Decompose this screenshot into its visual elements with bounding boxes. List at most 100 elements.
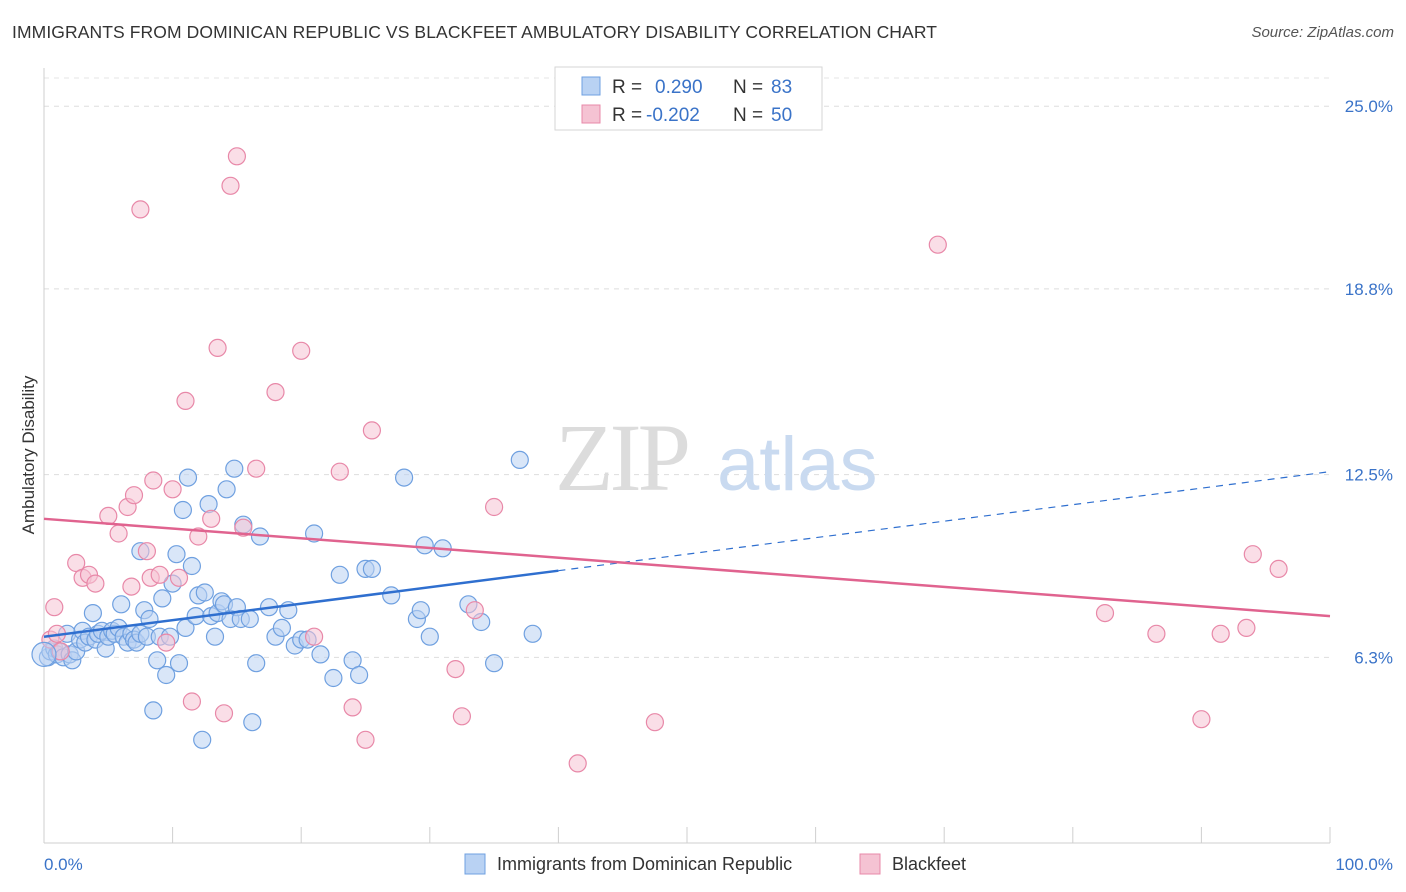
point-blackfeet [465,601,484,620]
y-tick-label: 6.3% [1354,648,1393,667]
y-tick-label: 18.8% [1345,280,1393,299]
point-blackfeet [292,341,311,360]
point-dominican-republic [148,651,167,670]
point-blackfeet [109,524,128,543]
point-dominican-republic [144,701,163,720]
point-blackfeet [645,713,665,732]
point-dominican-republic [195,583,214,602]
legend-n-value-1: 83 [771,77,792,98]
point-blackfeet [305,627,324,646]
legend-r-label-2: R = [612,105,642,126]
point-dominican-republic [243,713,262,732]
legend-r-value-2: -0.202 [646,105,700,126]
point-dominican-republic [153,589,172,608]
point-dominican-republic [178,468,198,487]
watermark-zip: ZIP [555,404,688,511]
point-dominican-republic [199,495,218,514]
point-dominican-republic [205,627,225,646]
point-blackfeet [1237,618,1256,638]
point-dominican-republic [411,601,430,620]
point-blackfeet [1211,624,1230,643]
point-blackfeet [247,459,266,478]
y-tick-label: 12.5% [1345,466,1393,485]
series-legend-label-1: Immigrants from Dominican Republic [497,854,792,874]
point-blackfeet [452,707,471,726]
legend-r-label-1: R = [612,77,642,98]
point-dominican-republic [311,645,330,664]
point-dominican-republic [167,545,186,564]
point-dominican-republic [485,654,504,673]
trend-line-dominican-republic [43,569,559,638]
point-blackfeet [189,527,208,546]
point-blackfeet [446,659,465,679]
point-blackfeet [928,235,947,254]
point-blackfeet [1269,559,1288,579]
point-blackfeet [86,574,105,593]
point-blackfeet [356,730,375,749]
point-dominican-republic [169,654,189,673]
point-dominican-republic [217,480,236,499]
point-dominican-republic [31,641,57,667]
point-dominican-republic [324,668,343,688]
point-dominican-republic [225,459,244,478]
point-blackfeet [163,480,182,499]
series-legend-swatch-1 [464,853,486,875]
point-dominican-republic [523,624,542,643]
point-blackfeet [157,633,176,652]
y-axis-title: Ambulatory Disability [19,375,38,534]
point-dominican-republic [510,450,529,469]
point-blackfeet [122,577,141,596]
chart-title: IMMIGRANTS FROM DOMINICAN REPUBLIC VS BL… [12,22,938,42]
trend-line-blackfeet [43,517,1331,618]
point-blackfeet [150,565,169,584]
point-blackfeet [1147,624,1166,643]
legend-swatch-blue [581,76,601,96]
scatter-points [31,147,1288,773]
point-blackfeet [227,147,246,166]
axes: 6.3% 12.5% 18.8% 25.0% 0.0% 100.0% [43,68,1393,874]
point-blackfeet [1095,603,1115,623]
point-dominican-republic [395,468,414,487]
point-blackfeet [202,509,221,528]
point-dominican-republic [272,618,291,638]
correlation-legend: R = 0.290 N = 83 R = -0.202 N = 50 [554,66,823,131]
watermark-atlas: atlas [717,422,878,507]
legend-n-label-1: N = [733,77,763,98]
source-credit: Source: ZipAtlas.com [1251,24,1394,41]
point-blackfeet [266,383,285,402]
point-dominican-republic [350,665,369,685]
point-blackfeet [1243,545,1262,564]
point-blackfeet [234,518,253,537]
point-blackfeet [485,497,504,517]
point-dominican-republic [420,627,439,646]
point-blackfeet [99,506,118,526]
point-blackfeet [221,176,240,195]
legend-swatch-pink [581,104,601,124]
point-dominican-republic [157,665,176,685]
point-blackfeet [182,692,201,711]
legend-r-value-1: 0.290 [655,77,703,98]
point-dominican-republic [112,595,131,614]
point-dominican-republic [240,609,259,629]
point-blackfeet [1192,710,1211,729]
point-dominican-republic [362,559,381,579]
point-dominican-republic [182,556,201,576]
watermark: ZIP atlas [555,404,878,511]
series-legend-label-2: Blackfeet [892,854,966,874]
point-blackfeet [362,421,381,440]
point-blackfeet [169,568,189,587]
x-tick-label: 0.0% [44,855,83,874]
point-blackfeet [131,200,150,219]
point-dominican-republic [193,730,212,749]
point-dominican-republic [330,565,349,584]
point-dominican-republic [247,654,266,673]
point-blackfeet [343,698,362,717]
point-blackfeet [124,486,144,505]
point-dominican-republic [173,500,192,520]
series-legend-swatch-2 [859,853,881,875]
point-blackfeet [214,704,234,723]
point-blackfeet [144,471,163,490]
point-blackfeet [330,462,349,481]
series-legend: Immigrants from Dominican Republic Black… [464,853,966,875]
